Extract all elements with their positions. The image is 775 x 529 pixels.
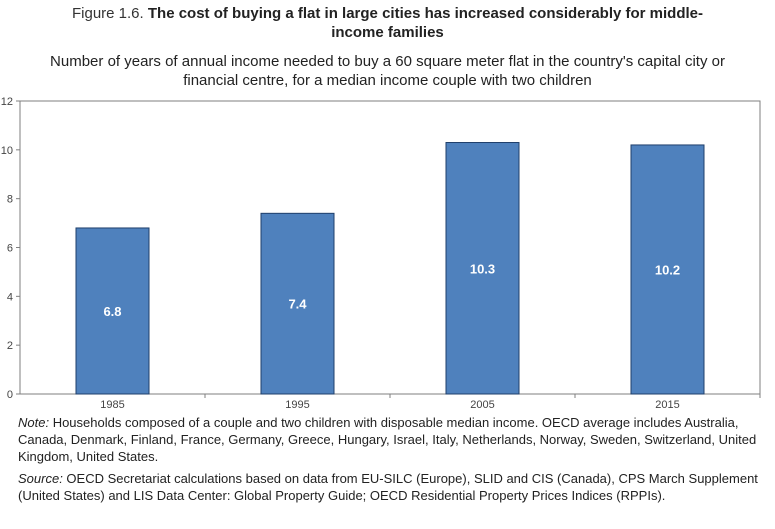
source-label: Source: (18, 471, 63, 486)
y-tick-label: 10 (1, 145, 13, 157)
chart-subtitle-line2: financial centre, for a median income co… (183, 72, 592, 89)
bar-data-label: 10.2 (655, 262, 680, 277)
figure-title-line1: The cost of buying a flat in large citie… (147, 5, 704, 22)
x-tick-label: 2015 (655, 399, 679, 410)
figure-title: Figure 1.6. The cost of buying a flat in… (0, 4, 775, 42)
note-paragraph: Note: Households composed of a couple an… (18, 414, 768, 465)
y-tick-label: 4 (7, 291, 13, 303)
bar (445, 142, 520, 395)
x-tick-label: 2005 (470, 399, 494, 410)
note-label: Note: (18, 415, 50, 430)
figure-number: Figure 1.6. (71, 5, 144, 22)
y-tick-label: 0 (7, 389, 13, 401)
bar-data-label: 7.4 (288, 297, 307, 312)
bar-data-label: 10.3 (470, 261, 495, 276)
chart-subtitle: Number of years of annual income needed … (0, 52, 775, 90)
bar (260, 212, 335, 395)
figure-title-line2: income families (331, 24, 444, 41)
y-tick-label: 8 (7, 194, 13, 206)
x-tick-label: 1995 (285, 399, 309, 410)
bar (630, 144, 705, 395)
y-tick-label: 6 (7, 243, 13, 255)
bar (75, 227, 150, 395)
note-text: Households composed of a couple and two … (18, 415, 757, 464)
bar-data-label: 6.8 (103, 304, 121, 319)
x-tick-label: 1985 (100, 399, 124, 410)
chart-subtitle-line1: Number of years of annual income needed … (50, 53, 725, 70)
source-text: OECD Secretariat calculations based on d… (18, 471, 758, 503)
y-tick-label: 2 (7, 340, 13, 352)
source-paragraph: Source: OECD Secretariat calculations ba… (18, 470, 768, 504)
y-tick-label: 12 (1, 96, 13, 108)
figure-notes: Note: Households composed of a couple an… (18, 414, 768, 509)
bar-chart: 0 2 4 6 8 10 12 6.8 1985 7.4 1995 10.3 2005 10.2 2015 (1, 96, 761, 410)
